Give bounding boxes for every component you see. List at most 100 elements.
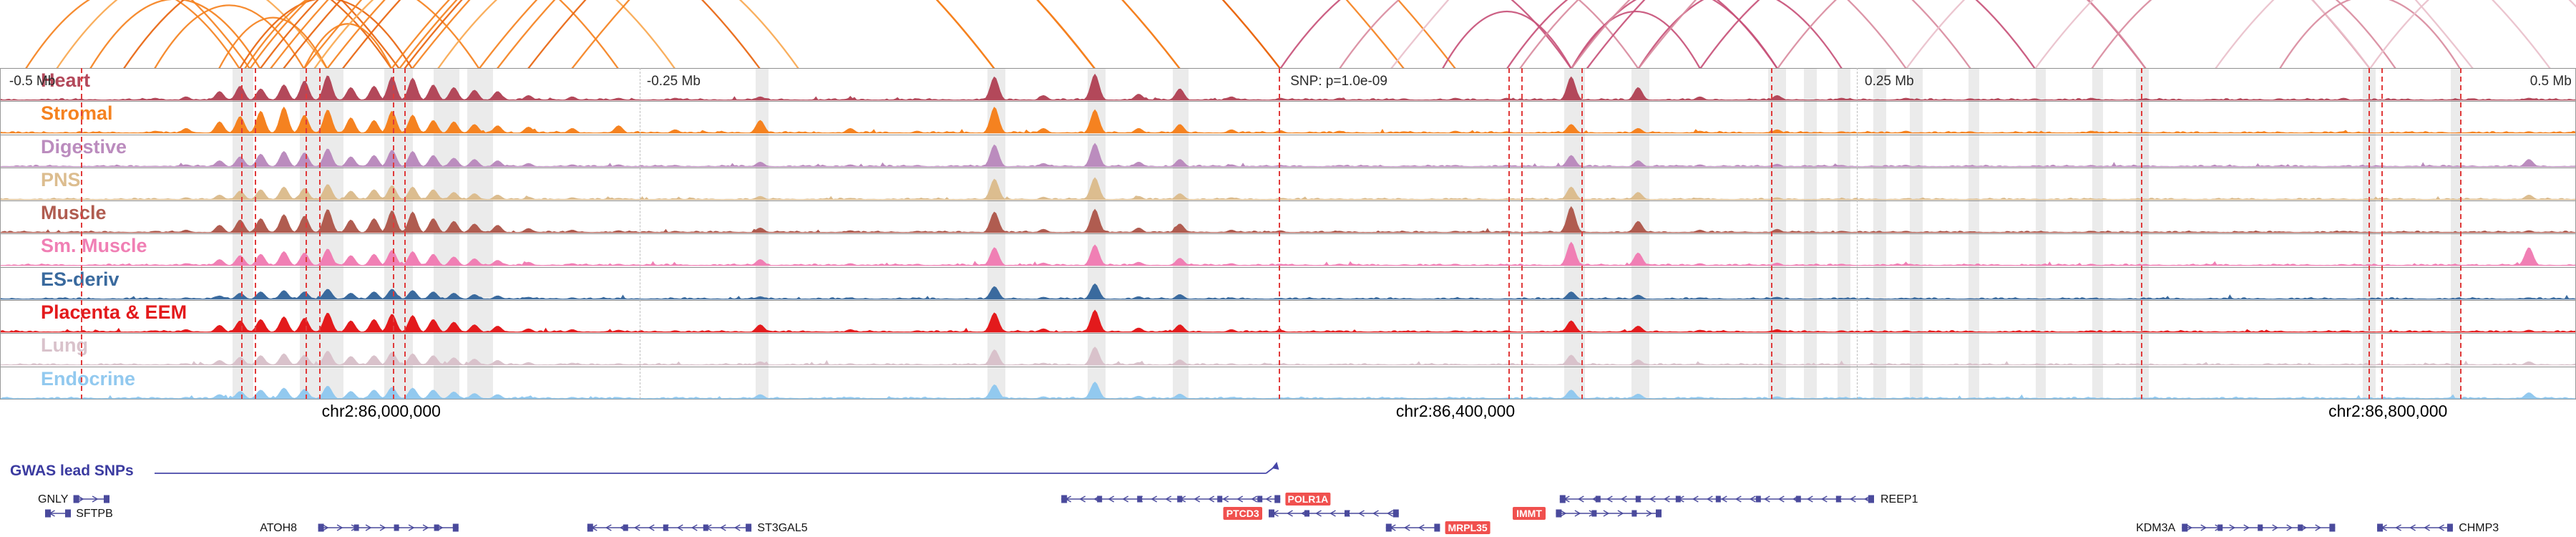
gene-label[interactable]: ATOH8 <box>260 522 297 534</box>
snp-dashed-line <box>81 68 83 399</box>
gene-IMMT[interactable]: IMMT <box>1513 507 1662 520</box>
signal-tracks-panel: Heart Stromal Digestive PNS Muscle Sm. Muscle… <box>0 68 2576 400</box>
signal-sm-muscle <box>1 242 2575 266</box>
track-row-endocrine[interactable]: Endocrine <box>1 366 2575 400</box>
track-label-lung: Lung <box>41 334 88 357</box>
track-row-placenta-eem[interactable]: Placenta & EEM <box>1 300 2575 333</box>
interaction-arc <box>1441 10 1573 69</box>
snp-dashed-line <box>2381 68 2384 399</box>
gene-label[interactable]: ST3GAL5 <box>757 522 807 534</box>
coordinate-label: chr2:86,400,000 <box>1395 402 1516 420</box>
snp-dashed-line <box>393 68 394 399</box>
ruler-label: -0.25 Mb <box>646 74 701 89</box>
gwas-lead-snps-track: GWAS lead SNPs <box>0 461 2576 484</box>
interaction-arc <box>1570 10 1702 69</box>
gene-label[interactable]: KDM3A <box>2136 522 2175 534</box>
interaction-arc <box>411 0 1282 69</box>
chromatin-interaction-arcs-track[interactable] <box>0 0 2576 69</box>
gene-label-highlight[interactable] <box>1445 521 1491 534</box>
gene-label[interactable]: REEP1 <box>1880 493 1918 505</box>
gene-label[interactable]: POLR1A <box>1288 493 1329 505</box>
gene-label[interactable]: PTCD3 <box>1226 508 1259 519</box>
interaction-arc <box>122 0 393 69</box>
signal-pns <box>1 177 2575 200</box>
gene-ST3GAL5[interactable]: ST3GAL5 <box>587 522 808 534</box>
interaction-arc <box>249 0 619 69</box>
highlight-band <box>1767 68 1786 399</box>
gene-REEP1[interactable]: REEP1 <box>1559 493 1918 505</box>
interaction-arc <box>1571 0 1778 69</box>
interaction-arc <box>571 0 1456 69</box>
snp-dashed-line <box>319 68 321 399</box>
track-label-muscle: Muscle <box>41 202 107 224</box>
gene-label[interactable]: CHMP3 <box>2459 522 2499 534</box>
interaction-arc <box>218 16 328 69</box>
interaction-arc <box>1637 0 1843 69</box>
gene-label[interactable]: GNLY <box>38 493 69 505</box>
interaction-arc <box>238 0 413 69</box>
signal-lung <box>1 347 2575 366</box>
snp-dashed-line <box>2460 68 2462 399</box>
signal-placenta-eem <box>1 309 2575 333</box>
track-row-muscle[interactable]: Muscle <box>1 200 2575 233</box>
gene-POLR1A[interactable]: POLR1A <box>1061 493 1331 505</box>
gene-label[interactable]: MRPL35 <box>1448 522 1487 533</box>
interaction-arc <box>1777 0 2147 69</box>
highlight-band <box>2036 68 2046 399</box>
track-row-stromal[interactable]: Stromal <box>1 101 2575 134</box>
interaction-arc <box>437 0 799 69</box>
highlight-band <box>1631 68 1649 399</box>
gene-label-highlight[interactable] <box>1513 507 1546 520</box>
track-label-endocrine: Endocrine <box>41 367 136 390</box>
gwas-track-label: GWAS lead SNPs <box>10 463 134 479</box>
highlight-band <box>1564 68 1585 399</box>
ruler-tick-line <box>1857 68 1858 399</box>
track-row-heart[interactable]: Heart <box>1 68 2575 101</box>
signal-heart <box>1 73 2575 101</box>
track-label-digestive: Digestive <box>41 135 127 158</box>
snp-dashed-line <box>404 68 406 399</box>
gene-label-highlight[interactable] <box>1223 507 1263 520</box>
interaction-arc <box>89 0 261 69</box>
highlight-band <box>467 68 493 399</box>
gene-KDM3A[interactable]: KDM3A <box>2136 522 2336 534</box>
track-row-lung[interactable]: Lung <box>1 333 2575 366</box>
interaction-arc <box>303 23 393 69</box>
gene-label[interactable]: SFTPB <box>76 508 113 520</box>
signal-digestive <box>1 142 2575 167</box>
track-row-digestive[interactable]: Digestive <box>1 134 2575 168</box>
interaction-arc <box>1571 0 1971 69</box>
interaction-arc <box>303 0 1405 69</box>
snp-dashed-line <box>2140 68 2142 399</box>
highlight-band <box>2092 68 2103 399</box>
interaction-arc <box>399 0 1096 69</box>
gene-GNLY[interactable]: GNLY <box>38 493 109 505</box>
gene-MRPL35[interactable]: MRPL35 <box>1385 521 1491 534</box>
track-label-placenta-eem: Placenta & EEM <box>41 301 187 324</box>
snp-dashed-line <box>1279 68 1281 399</box>
interaction-arc <box>2034 0 2551 69</box>
gene-label-highlight[interactable] <box>1285 493 1331 505</box>
coordinate-row: chr2:86,000,000 chr2:86,400,000 chr2:86,80… <box>0 402 2576 423</box>
interaction-arc <box>190 0 251 69</box>
gene-CHMP3[interactable]: CHMP3 <box>2377 522 2499 534</box>
highlight-band <box>1173 68 1189 399</box>
gene-PTCD3[interactable]: PTCD3 <box>1223 507 1399 520</box>
interaction-arc <box>391 0 995 69</box>
gene-label[interactable]: IMMT <box>1516 508 1542 519</box>
snp-dashed-line <box>2368 68 2371 399</box>
signal-endocrine <box>1 381 2575 399</box>
gene-ATOH8[interactable]: ATOH8 <box>260 522 459 534</box>
snp-dashed-line <box>1581 68 1584 399</box>
track-row-es-deriv[interactable]: ES-deriv <box>1 266 2575 300</box>
track-row-sm-muscle[interactable]: Sm. Muscle <box>1 233 2575 266</box>
track-label-pns: PNS <box>41 168 81 190</box>
track-label-es-deriv: ES-deriv <box>41 268 119 290</box>
gene-SFTPB[interactable]: SFTPB <box>45 508 113 520</box>
signal-es-deriv <box>1 283 2575 300</box>
snp-dashed-line <box>240 68 243 399</box>
interaction-arc <box>527 0 1282 69</box>
track-row-pns[interactable]: PNS <box>1 167 2575 200</box>
highlight-band <box>1837 68 1850 399</box>
